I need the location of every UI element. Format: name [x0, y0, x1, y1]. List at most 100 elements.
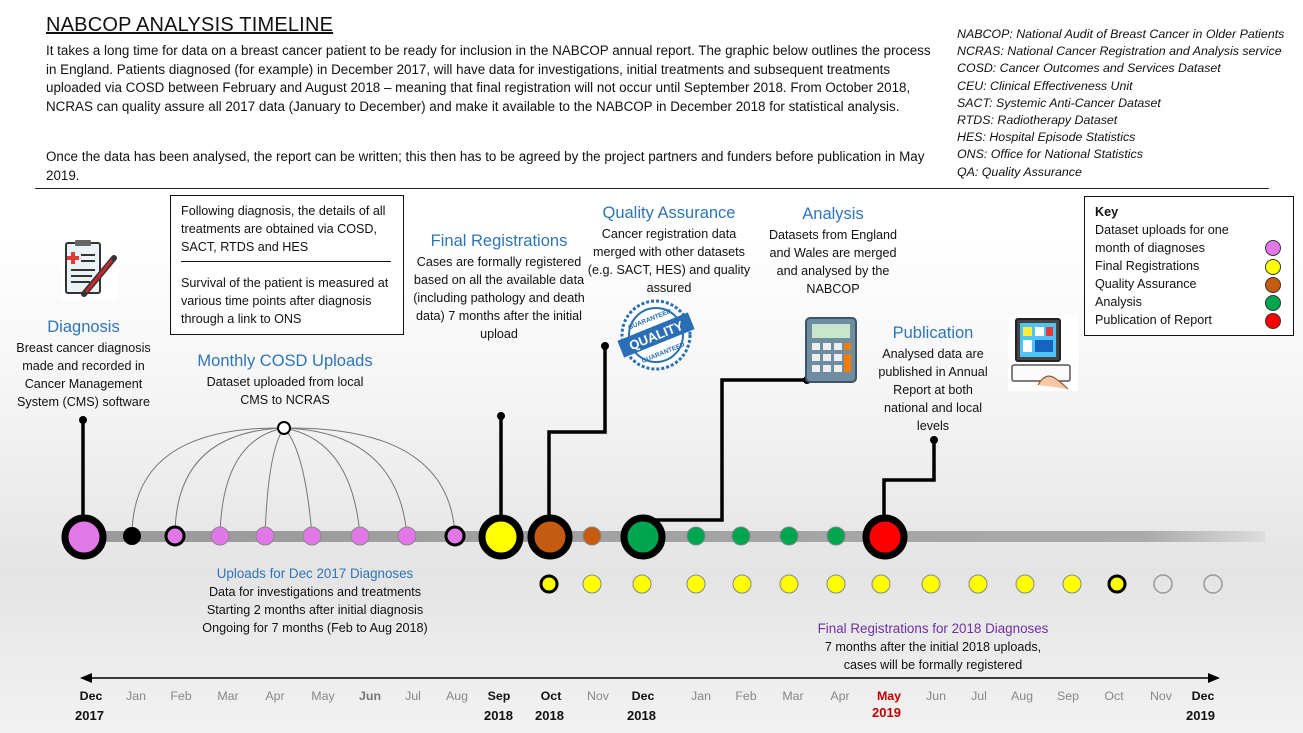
analysis-section: Analysis Datasets from England and Wales… — [762, 205, 904, 298]
uploads-note: Uploads for Dec 2017 Diagnoses Data for … — [180, 565, 450, 637]
quality-badge-icon: GUARANTEED QUALITY GUARANTEED — [617, 299, 695, 371]
abbr-item: CEU: Clinical Effectiveness Unit — [957, 78, 1133, 93]
final-reg-2018-node — [921, 574, 941, 594]
month-label: Jun — [358, 689, 382, 703]
analysis-small-node — [686, 526, 706, 546]
upload-node — [255, 526, 275, 546]
abbr-item: NABCOP: National Audit of Breast Cancer … — [957, 27, 1285, 41]
abbr-item: RTDS: Radiotherapy Dataset — [957, 113, 1118, 128]
computer-report-icon — [1008, 315, 1078, 391]
month-node — [123, 527, 141, 545]
uploads-note-line: Starting 2 months after initial diagnosi… — [206, 603, 424, 617]
qa-section: Quality Assurance Cancer registration da… — [586, 204, 752, 297]
year-label: 2018 — [535, 708, 564, 723]
month-label: Jun — [926, 689, 946, 703]
qa-heading: Quality Assurance — [602, 204, 736, 222]
legend-key: Key Dataset uploads for one month of dia… — [1084, 196, 1294, 336]
analysis-node — [620, 514, 666, 560]
treatment-info-box: Following diagnosis, the details of all … — [170, 195, 404, 335]
timeline-bar — [75, 531, 1265, 542]
final-2018-note: Final Registrations for 2018 Diagnoses 7… — [780, 620, 1086, 674]
month-label: Aug — [445, 689, 469, 703]
abbreviations-list: NABCOP: National Audit of Breast Cancer … — [957, 26, 1302, 181]
year-label: 2018 — [484, 708, 513, 723]
month-label: Apr — [830, 689, 850, 703]
month-label: Apr — [265, 689, 285, 703]
upload-node — [397, 526, 417, 546]
final-reg-text: Cases are formally registered based on a… — [413, 255, 585, 341]
intro-paragraph-1: It takes a long time for data on a breas… — [46, 43, 931, 114]
final-reg-2018-node — [582, 574, 602, 594]
month-label: Jul — [405, 689, 421, 703]
month-label: Sep — [1056, 689, 1080, 703]
final-2018-line: 7 months after the initial 2018 uploads, — [824, 640, 1042, 654]
survival-text: Survival of the patient is measured at v… — [181, 276, 389, 326]
final-reg-2018-node — [1015, 574, 1035, 594]
month-label: Nov — [1149, 689, 1173, 703]
month-label: Jan — [691, 689, 711, 703]
key-label: Dataset uploads for one month of diagnos… — [1095, 223, 1229, 255]
key-swatch — [1265, 295, 1281, 311]
key-swatch — [1265, 277, 1281, 293]
uploads-note-line: Ongoing for 7 months (Feb to Aug 2018) — [202, 621, 428, 635]
final-reg-2018-node — [732, 574, 752, 594]
final-reg-2018-node — [779, 574, 799, 594]
upload-node — [164, 525, 186, 547]
key-label: Quality Assurance — [1095, 277, 1197, 291]
cosd-text: Dataset uploaded from local CMS to NCRAS — [206, 375, 364, 407]
analysis-connector — [644, 378, 807, 522]
qa-connector — [547, 346, 607, 520]
cosd-heading: Monthly COSD Uploads — [197, 352, 373, 370]
diagnosis-heading: Diagnosis — [47, 318, 120, 336]
year-label: 2017 — [75, 708, 104, 723]
key-swatch — [1265, 313, 1281, 329]
analysis-small-node — [779, 526, 799, 546]
abbr-item: HES: Hospital Episode Statistics — [957, 130, 1136, 145]
uploads-note-heading: Uploads for Dec 2017 Diagnoses — [216, 566, 414, 581]
abbr-item: SACT: Systemic Anti-Cancer Dataset — [957, 95, 1161, 110]
month-label: Oct — [1104, 689, 1124, 703]
publication-connector — [882, 440, 936, 518]
diagnosis-text: Breast cancer diagnosis made and recorde… — [16, 341, 151, 409]
month-label: Sep — [487, 689, 511, 703]
month-label: Feb — [170, 689, 192, 703]
key-label: Publication of Report — [1095, 313, 1212, 327]
diagnosis-node — [61, 514, 107, 560]
abbr-item: ONS: Office for National Statistics — [957, 147, 1143, 162]
upload-node — [302, 526, 322, 546]
analysis-small-node — [826, 526, 846, 546]
final-reg-2018-node — [968, 574, 988, 594]
month-label: Mar — [217, 689, 239, 703]
month-label: May — [876, 689, 902, 703]
clipboard-icon — [62, 240, 118, 300]
final-reg-2018-node — [632, 574, 652, 594]
final-reg-2018-node — [1107, 574, 1127, 594]
month-label: Oct — [540, 689, 562, 703]
final-reg-2018-node — [871, 574, 891, 594]
year-label: 2019 — [1186, 708, 1215, 723]
publication-text: Analysed data are published in Annual Re… — [878, 347, 988, 433]
key-label: Analysis — [1095, 295, 1142, 309]
publication-section: Publication Analysed data are published … — [873, 324, 993, 435]
upload-node — [210, 526, 230, 546]
uploads-note-line: Data for investigations and treatments — [208, 585, 422, 599]
month-label: Mar — [782, 689, 804, 703]
month-label: Aug — [1010, 689, 1034, 703]
diagnosis-section: Diagnosis Breast cancer diagnosis made a… — [6, 318, 161, 411]
cosd-arc-origin — [277, 421, 291, 435]
abbr-item: COSD: Cancer Outcomes and Services Datas… — [957, 61, 1221, 76]
qa-text: Cancer registration data merged with oth… — [587, 227, 751, 295]
final-reg-heading: Final Registrations — [430, 232, 568, 250]
key-swatch — [1265, 259, 1281, 275]
final-reg-2018-node — [826, 574, 846, 594]
analysis-text: Datasets from England and Wales are merg… — [768, 228, 898, 296]
month-label: Jan — [126, 689, 146, 703]
final-reg-node — [478, 514, 524, 560]
key-label: Final Registrations — [1095, 259, 1200, 273]
final-reg-2018-node — [539, 574, 559, 594]
intro-paragraph-2: Once the data has been analysed, the rep… — [46, 149, 925, 183]
treatment-divider — [181, 261, 391, 262]
month-axis — [80, 673, 1220, 683]
final-reg-2018-node — [1062, 574, 1082, 594]
